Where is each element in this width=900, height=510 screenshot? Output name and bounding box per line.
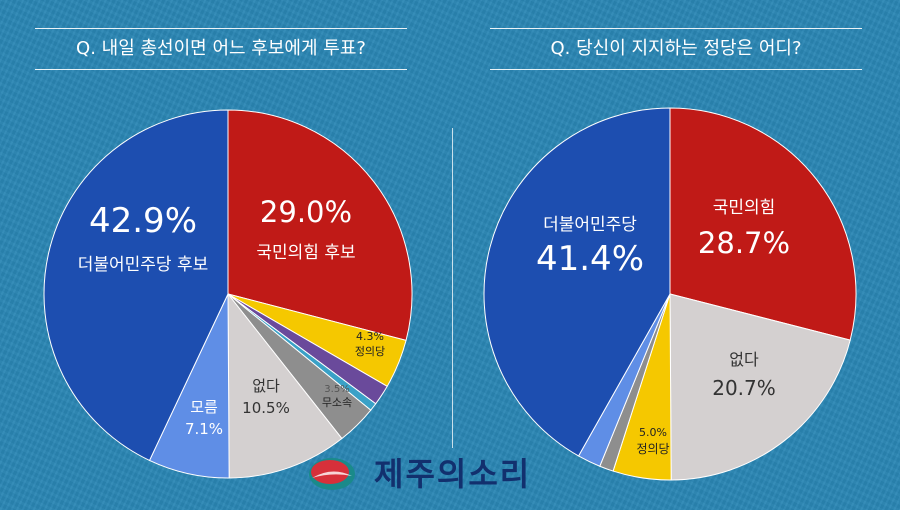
slice-name-label: 국민의힘 후보 (256, 243, 355, 263)
slice-value-label: 29.0% (260, 195, 352, 229)
pie-chart-1: 29.0% 국민의힘 후보 4.3% 정의당 3.5%무소속 없다 10.5% 모름 7.1% 4… (43, 109, 413, 479)
slice-name-label: 국민의힘 (713, 198, 776, 218)
slice-name-label: 없다 (729, 350, 759, 369)
right-chart-question: Q. 당신이 지지하는 정당은 어디? (490, 28, 862, 70)
pie-slice-더불어민주당-2-5 (483, 107, 671, 457)
slice-name-label: 없다 (252, 377, 280, 395)
jeju-sori-logo: 제주의소리 (308, 452, 598, 496)
slice-value-label: 5.0% (639, 426, 667, 439)
slice-value-label: 20.7% (712, 376, 776, 400)
slice-value-label: 3.5% (324, 384, 349, 395)
pie-slice-더불어민주당-후보-1-7 (43, 109, 229, 462)
pie-chart-2: 국민의힘 28.7% 없다 20.7% 5.0% 정의당 더불어민주당 41.4% (483, 107, 857, 481)
left-chart-question: Q. 내일 총선이면 어느 후보에게 투표? (35, 28, 407, 70)
slice-name-label: 정의당 (355, 345, 385, 358)
slice-name-label: 더불어민주당 (543, 215, 637, 235)
logo-mark-icon (309, 458, 355, 490)
slice-value-label: 41.4% (536, 239, 644, 279)
pie-slice-국민의힘-후보-1-0 (227, 109, 413, 342)
slice-name-label: 더불어민주당 후보 (78, 255, 209, 275)
slice-name-label: 정의당 (636, 442, 669, 456)
pie-slice-없다-2-1 (669, 293, 851, 481)
pie-slice-없다-1-5 (227, 292, 343, 479)
slice-value-label: 28.7% (698, 226, 790, 260)
slice-name-label: 모름 (190, 398, 218, 416)
logo-text: 제주의소리 (374, 455, 532, 493)
pie-slice-국민의힘-2-0 (669, 107, 857, 341)
slice-value-label: 7.1% (185, 420, 223, 438)
center-divider (452, 128, 453, 448)
slice-value-label: 42.9% (89, 201, 197, 241)
slice-name-label: 무소속 (322, 396, 352, 409)
slice-value-label: 10.5% (242, 399, 290, 417)
slice-value-label: 4.3% (356, 330, 384, 343)
